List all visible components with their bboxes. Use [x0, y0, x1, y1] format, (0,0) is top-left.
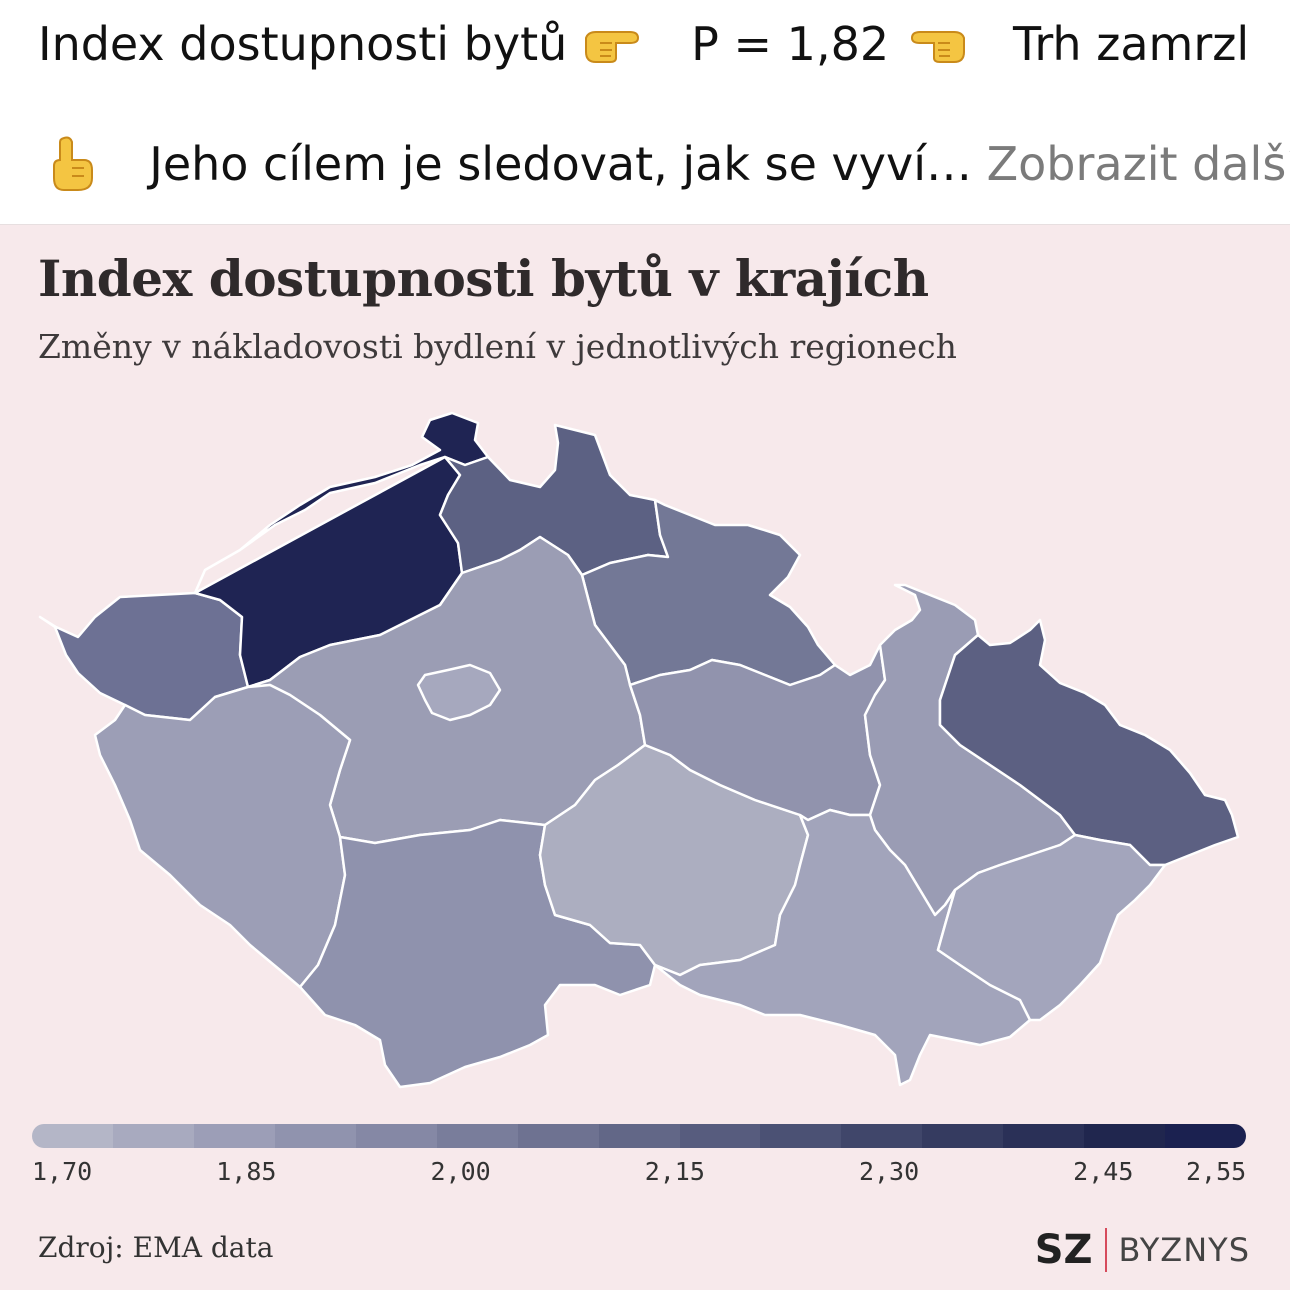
color-scale-bar — [32, 1124, 1246, 1148]
hand-pointing-left-icon — [904, 20, 968, 68]
choropleth-map — [38, 411, 1240, 1089]
caption-line-1: Index dostupnosti bytů P = 1,82 Trh zamr… — [38, 12, 1249, 76]
region-plzensky[interactable] — [93, 683, 352, 989]
map-title: Index dostupnosti bytů v krajích — [38, 249, 929, 308]
caption-index-value: P = 1,82 — [691, 17, 890, 71]
hand-pointing-right-icon — [582, 20, 646, 68]
post-caption: Index dostupnosti bytů P = 1,82 Trh zamr… — [0, 0, 1290, 225]
legend-tick-label: 2,45 — [1073, 1157, 1134, 1186]
map-card: Index dostupnosti bytů v krajích Změny v… — [0, 225, 1290, 1290]
legend-tick-label: 2,15 — [644, 1157, 705, 1186]
hand-pointing-up-icon — [44, 134, 98, 192]
legend-tick-label: 1,70 — [32, 1157, 93, 1186]
caption-text-1: Index dostupnosti bytů — [38, 17, 568, 71]
caption-text-3: Jeho cílem je sledovat, jak se vyví… — [149, 137, 972, 191]
color-scale-ticks: 1,70 1,85 2,00 2,15 2,30 2,45 2,55 — [0, 1157, 1290, 1193]
legend-tick-label: 1,85 — [216, 1157, 277, 1186]
map-subtitle: Změny v nákladovosti bydlení v jednotliv… — [38, 327, 957, 366]
region-zlinsky[interactable] — [936, 833, 1167, 1022]
region-moravskoslezsky[interactable] — [938, 618, 1240, 867]
region-jihomoravsky[interactable] — [653, 808, 1032, 1087]
legend-tick-label: 2,55 — [1186, 1157, 1247, 1186]
show-more-link[interactable]: Zobrazit další — [986, 137, 1290, 191]
brand-divider — [1104, 1228, 1107, 1272]
source-note: Zdroj: EMA data — [38, 1231, 274, 1264]
legend-tick-label: 2,00 — [430, 1157, 491, 1186]
brand-mark: SZ — [1034, 1227, 1093, 1273]
caption-line-2: Jeho cílem je sledovat, jak se vyví… Zob… — [44, 132, 1290, 196]
caption-text-2: Trh zamrzl — [1012, 17, 1250, 71]
legend-tick-label: 2,30 — [858, 1157, 920, 1186]
region-praha[interactable] — [416, 663, 502, 722]
brand-logo: SZ BYZNYS — [1035, 1227, 1250, 1275]
brand-name: BYZNYS — [1118, 1231, 1250, 1269]
